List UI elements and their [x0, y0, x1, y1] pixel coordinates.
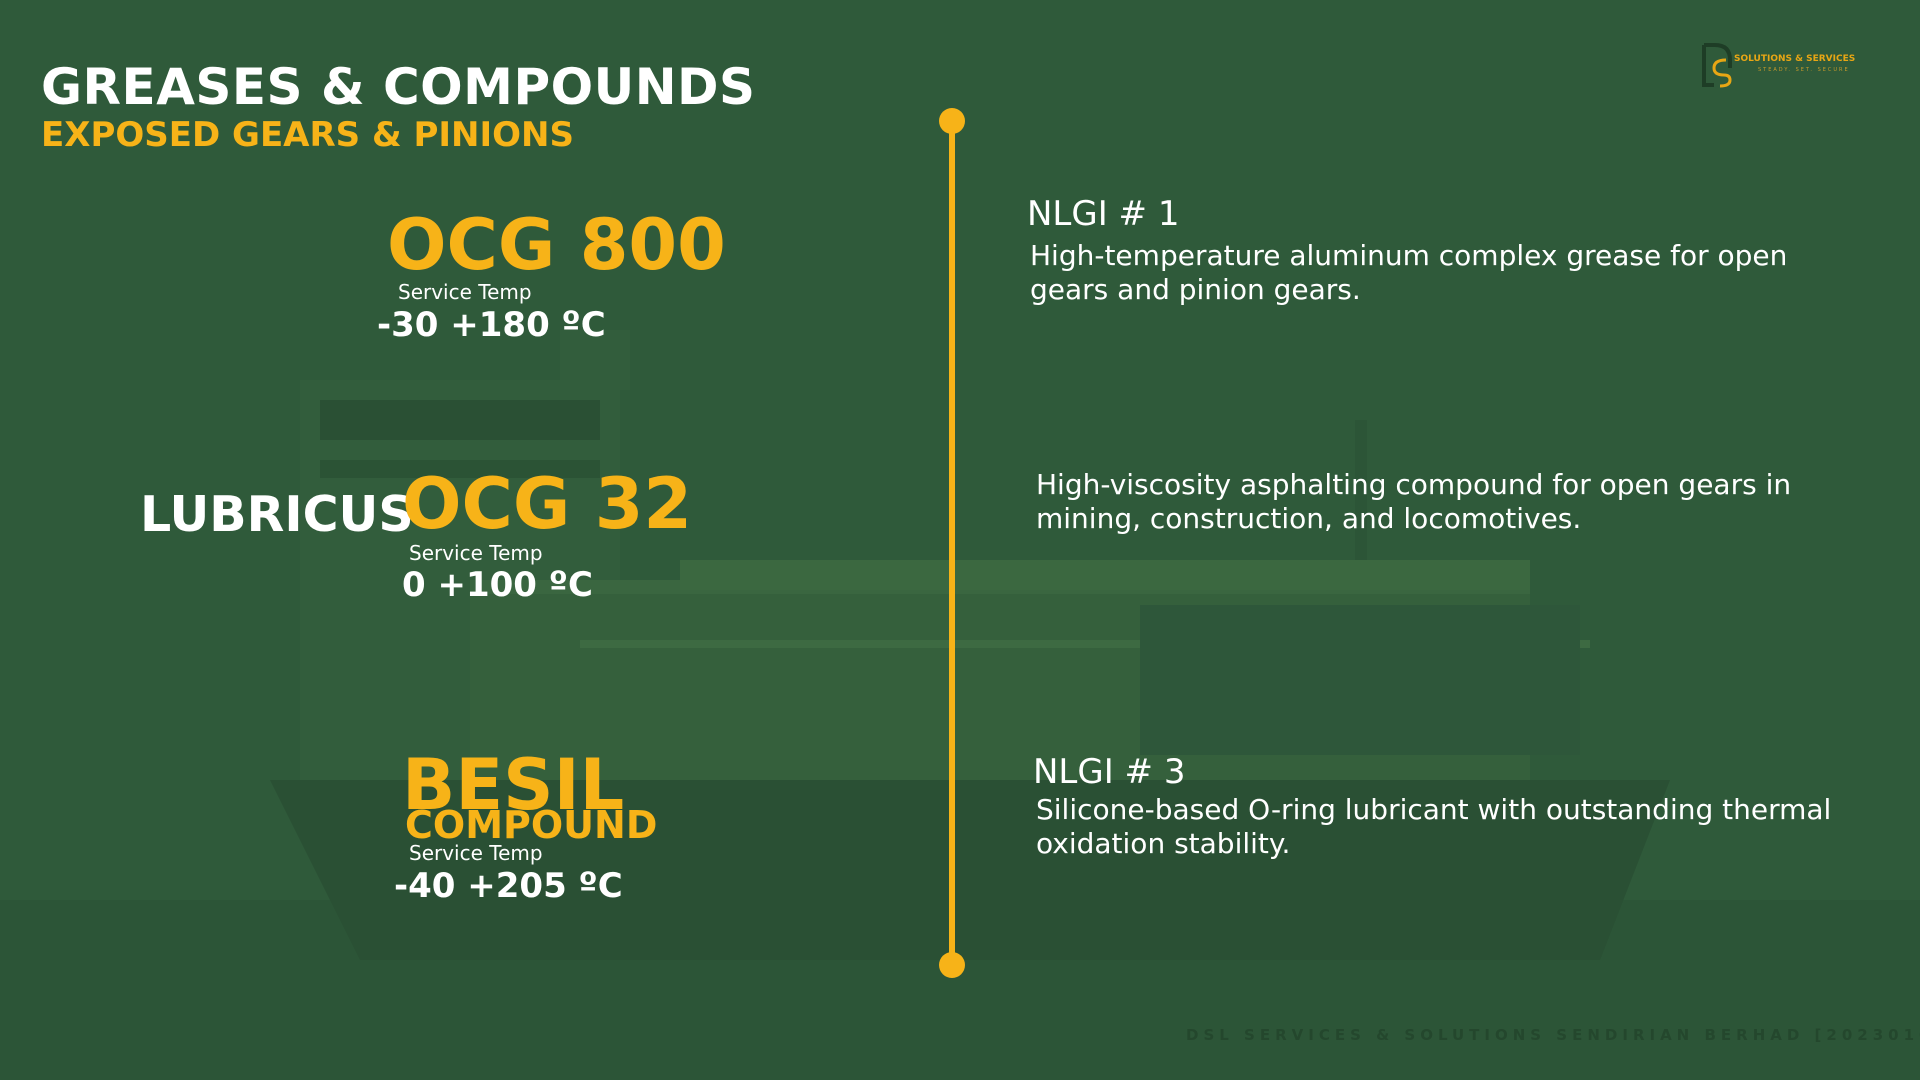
product-name: OCG 32: [402, 463, 693, 545]
product-name-line2: COMPOUND: [405, 803, 658, 847]
service-temp-label: Service Temp: [409, 541, 543, 565]
logo-name: SOLUTIONS & SERVICES: [1734, 54, 1856, 64]
product-description: High-viscosity asphalting compound for o…: [1036, 468, 1792, 535]
brand-name: LUBRICUS: [140, 486, 414, 543]
timeline-dot-bottom: [939, 952, 965, 978]
timeline-dot-top: [939, 108, 965, 134]
product-name: BESIL: [402, 744, 625, 826]
logo-tagline: STEADY. SET. SECURE: [1758, 67, 1850, 73]
page-title: GREASES & COMPOUNDS: [41, 58, 756, 116]
timeline-line: [949, 118, 955, 968]
product-grade: NLGI # 1: [1027, 194, 1180, 234]
service-temp-value: -40 +205 ºC: [394, 866, 623, 906]
service-temp-value: 0 +100 ºC: [402, 565, 593, 605]
product-name: OCG 800: [387, 204, 726, 286]
product-description: Silicone-based O-ring lubricant with out…: [1036, 793, 1832, 860]
page-subtitle: EXPOSED GEARS & PINIONS: [41, 115, 574, 155]
service-temp-label: Service Temp: [398, 280, 532, 304]
product-grade: NLGI # 3: [1033, 752, 1186, 792]
service-temp-value: -30 +180 ºC: [377, 305, 606, 345]
service-temp-label: Service Temp: [409, 841, 543, 865]
footer-company-info: DSL SERVICES & SOLUTIONS SENDIRIAN BERHA…: [1186, 1026, 1920, 1044]
dsl-monogram-icon: [1702, 43, 1732, 88]
product-description: High-temperature aluminum complex grease…: [1030, 239, 1788, 306]
company-logo: SOLUTIONS & SERVICES STEADY. SET. SECURE: [1700, 42, 1860, 92]
